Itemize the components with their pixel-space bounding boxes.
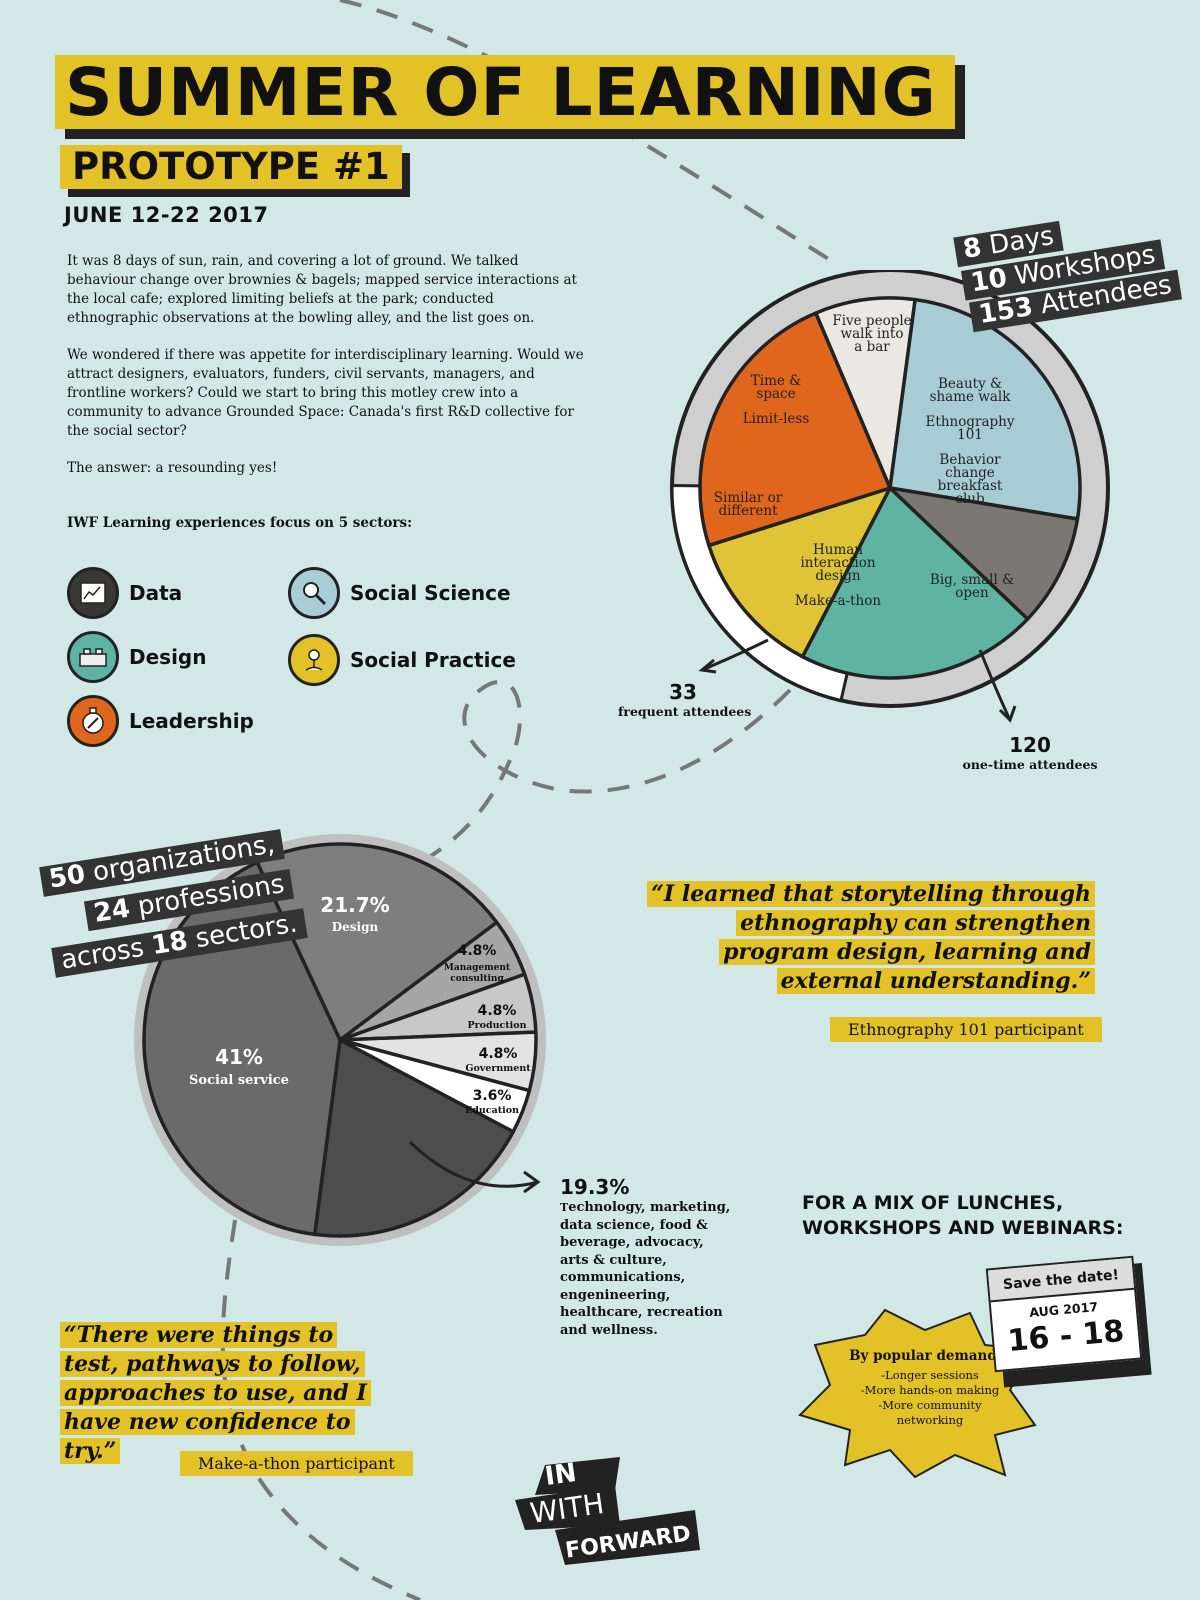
sector-social-science: Social Science	[288, 567, 511, 619]
label-education: Education	[465, 1105, 519, 1116]
label-design: Design	[332, 920, 379, 934]
sector-data: Data	[67, 567, 182, 619]
frequent-arrow	[701, 638, 769, 672]
popular-bullet: -More hands-on making	[860, 1383, 1000, 1397]
quote-makeathon-attrib: Make-a-thon participant	[180, 1451, 413, 1476]
sector-social-practice: Social Practice	[288, 634, 516, 686]
page-title: SUMMER OF LEARNING	[55, 55, 955, 129]
sector-design: Design	[67, 631, 206, 683]
sector-label: Social Practice	[350, 648, 516, 672]
slice-label-walks: Beauty & shame walk Ethnography 101 Behavior…	[926, 376, 1015, 507]
slice-label-big: Big, small & open	[930, 572, 1014, 601]
other-pct: 19.3%	[560, 1175, 630, 1199]
label-government-pct: 4.8%	[479, 1046, 518, 1062]
label-production: Production	[467, 1020, 526, 1031]
workshop-slice-2	[888, 486, 1080, 621]
popular-bullet: networking	[896, 1413, 964, 1427]
quote-ethnography-attrib: Ethnography 101 participant	[830, 1017, 1102, 1042]
slice-label-bar: Five people walk into a bar	[832, 313, 911, 355]
sector-label: Design	[129, 645, 207, 669]
workshop-slice-1	[888, 297, 1082, 521]
frequent-label: frequent attendees	[618, 704, 752, 719]
chart-icon	[67, 567, 119, 619]
label-design-pct: 21.7%	[320, 893, 389, 917]
sector-label: Leadership	[129, 709, 254, 733]
label-mgmt-pct: 4.8%	[458, 943, 497, 959]
calendar-card: Save the date! AUG 2017 16 - 18	[985, 1255, 1152, 1388]
intro-paragraph-3: The answer: a resounding yes!	[67, 460, 278, 476]
intro-paragraph-1: It was 8 days of sun, rain, and covering…	[67, 253, 577, 326]
event-dates: JUNE 12-22 2017	[64, 203, 269, 227]
label-social-pct: 41%	[215, 1045, 263, 1069]
label-social: Social service	[189, 1073, 289, 1088]
other-sectors: 19.3% Technology, marketing, data scienc…	[560, 1175, 735, 1339]
org-slice-5	[313, 1038, 515, 1238]
magnifier-icon	[288, 567, 340, 619]
intro-paragraph-2: We wondered if there was appetite for in…	[67, 347, 584, 439]
onetime-attendees: 120 one-time attendees	[960, 733, 1100, 772]
sector-leadership: Leadership	[67, 695, 254, 747]
label-production-pct: 4.8%	[478, 1003, 517, 1019]
slice-label-time: Time & space Limit-less	[743, 373, 810, 427]
compass-icon	[67, 695, 119, 747]
workshop-pie-chart: Five people walk into a bar Beauty & shame …	[670, 270, 1110, 708]
popular-title: By popular demand...	[849, 1348, 1011, 1364]
popular-demand-burst	[798, 1308, 1037, 1479]
popular-bullet: -Longer sessions	[881, 1368, 979, 1382]
other-arrow	[408, 1140, 539, 1188]
flower-icon	[288, 634, 340, 686]
onetime-count: 120	[1009, 733, 1051, 757]
onetime-label: one-time attendees	[962, 757, 1098, 772]
frequent-count: 33	[669, 680, 697, 704]
frequent-attendees: 33 frequent attendees	[618, 680, 752, 719]
quote-ethnography: “I learned that storytelling through eth…	[640, 880, 1095, 996]
onetime-arrow	[978, 649, 1012, 721]
label-mgmt: Management consulting	[444, 963, 511, 984]
sector-label: Data	[129, 581, 183, 605]
quote-makeathon: “There were things to test, pathways to …	[60, 1321, 390, 1466]
pie1-labels: Five people walk into a bar Beauty & shame …	[714, 313, 1015, 609]
org-slice-0	[255, 842, 499, 1042]
slice-label-human: Human interaction design Make-a-thon	[795, 542, 881, 609]
page-subtitle: PROTOTYPE #1	[60, 145, 402, 189]
logo-word-in: IN	[543, 1457, 579, 1493]
sectors-title: IWF Learning experiences focus on 5 sect…	[67, 515, 413, 531]
intro-text: It was 8 days of sun, rain, and covering…	[67, 252, 587, 496]
lego-brick-icon	[67, 631, 119, 683]
upcoming-title: FOR A MIX OF LUNCHES, WORKSHOPS AND WEBI…	[802, 1192, 1124, 1239]
pie2-labels: 21.7% Design 4.8% Management consulting 4…	[189, 893, 531, 1116]
label-government: Government	[465, 1063, 531, 1074]
popular-demand-text: By popular demand... -Longer sessions -M…	[835, 1348, 1025, 1428]
attendee-arrows	[698, 638, 1017, 723]
workshop-slice-4	[707, 486, 892, 659]
workshop-slice-0	[814, 296, 917, 490]
label-education-pct: 3.6%	[473, 1088, 512, 1104]
popular-bullet: -More community	[878, 1398, 982, 1412]
slice-label-similar: Similar or different	[714, 490, 783, 519]
workshop-slice-3	[800, 486, 1030, 680]
sector-label: Social Science	[350, 581, 511, 605]
in-with-forward-logo	[515, 1457, 700, 1565]
other-list: Technology, marketing, data science, foo…	[560, 1200, 731, 1338]
workshop-slice-5	[698, 311, 892, 548]
